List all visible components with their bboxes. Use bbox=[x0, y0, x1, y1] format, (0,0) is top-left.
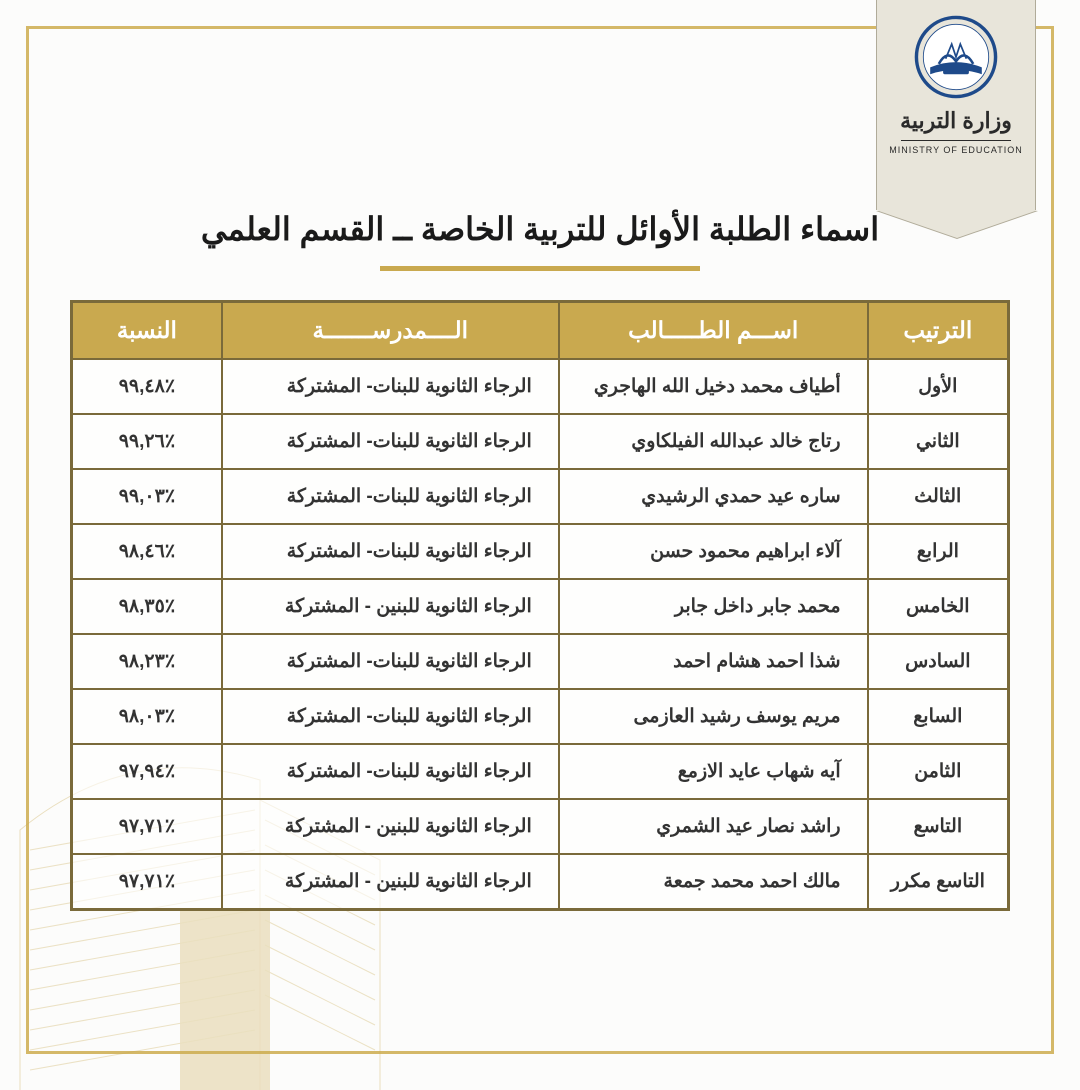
cell-student-name: مالك احمد محمد جمعة bbox=[559, 854, 868, 909]
top-students-table-container: الترتيب اســـم الطـــــالب الــــمدرســـ… bbox=[70, 300, 1010, 911]
top-students-table: الترتيب اســـم الطـــــالب الــــمدرســـ… bbox=[70, 300, 1010, 911]
table-row: الثامنآيه شهاب عايد الازمعالرجاء الثانوي… bbox=[72, 744, 1008, 799]
cell-student-name: رتاج خالد عبدالله الفيلكاوي bbox=[559, 414, 868, 469]
kuwait-emblem-icon bbox=[913, 14, 999, 100]
ministry-name-arabic: وزارة التربية bbox=[900, 108, 1012, 134]
cell-school: الرجاء الثانوية للبنين - المشتركة bbox=[222, 799, 559, 854]
cell-rank: الأول bbox=[868, 359, 1008, 414]
ribbon-divider bbox=[901, 140, 1011, 141]
cell-percentage: ٪٩٧,٩٤ bbox=[72, 744, 222, 799]
table-row: الخامسمحمد جابر داخل جابرالرجاء الثانوية… bbox=[72, 579, 1008, 634]
ministry-ribbon: وزارة التربية MINISTRY OF EDUCATION bbox=[876, 0, 1036, 210]
cell-percentage: ٪٩٧,٧١ bbox=[72, 854, 222, 909]
cell-school: الرجاء الثانوية للبنات- المشتركة bbox=[222, 414, 559, 469]
cell-school: الرجاء الثانوية للبنات- المشتركة bbox=[222, 744, 559, 799]
cell-rank: التاسع bbox=[868, 799, 1008, 854]
table-row: التاسعراشد نصار عيد الشمريالرجاء الثانوي… bbox=[72, 799, 1008, 854]
ministry-name-english: MINISTRY OF EDUCATION bbox=[889, 145, 1023, 155]
cell-rank: السابع bbox=[868, 689, 1008, 744]
col-header-name: اســـم الطـــــالب bbox=[559, 302, 868, 359]
col-header-school: الــــمدرســـــــة bbox=[222, 302, 559, 359]
table-row: السادسشذا احمد هشام احمدالرجاء الثانوية … bbox=[72, 634, 1008, 689]
cell-rank: التاسع مكرر bbox=[868, 854, 1008, 909]
cell-student-name: راشد نصار عيد الشمري bbox=[559, 799, 868, 854]
cell-school: الرجاء الثانوية للبنات- المشتركة bbox=[222, 359, 559, 414]
cell-percentage: ٪٩٧,٧١ bbox=[72, 799, 222, 854]
cell-rank: الثالث bbox=[868, 469, 1008, 524]
cell-percentage: ٪٩٨,٤٦ bbox=[72, 524, 222, 579]
cell-school: الرجاء الثانوية للبنات- المشتركة bbox=[222, 524, 559, 579]
table-row: السابعمريم يوسف رشيد العازمىالرجاء الثان… bbox=[72, 689, 1008, 744]
cell-percentage: ٪٩٩,٤٨ bbox=[72, 359, 222, 414]
table-row: الرابعآلاء ابراهيم محمود حسنالرجاء الثان… bbox=[72, 524, 1008, 579]
title-underline bbox=[380, 266, 700, 271]
col-header-rank: الترتيب bbox=[868, 302, 1008, 359]
cell-student-name: شذا احمد هشام احمد bbox=[559, 634, 868, 689]
cell-school: الرجاء الثانوية للبنات- المشتركة bbox=[222, 689, 559, 744]
cell-rank: السادس bbox=[868, 634, 1008, 689]
cell-student-name: أطياف محمد دخيل الله الهاجري bbox=[559, 359, 868, 414]
col-header-percentage: النسبة bbox=[72, 302, 222, 359]
cell-student-name: ساره عيد حمدي الرشيدي bbox=[559, 469, 868, 524]
cell-school: الرجاء الثانوية للبنات- المشتركة bbox=[222, 469, 559, 524]
cell-school: الرجاء الثانوية للبنات- المشتركة bbox=[222, 634, 559, 689]
cell-student-name: آلاء ابراهيم محمود حسن bbox=[559, 524, 868, 579]
table-row: الأولأطياف محمد دخيل الله الهاجريالرجاء … bbox=[72, 359, 1008, 414]
cell-school: الرجاء الثانوية للبنين - المشتركة bbox=[222, 579, 559, 634]
cell-percentage: ٪٩٩,٠٣ bbox=[72, 469, 222, 524]
table-row: الثانيرتاج خالد عبدالله الفيلكاويالرجاء … bbox=[72, 414, 1008, 469]
cell-percentage: ٪٩٨,٠٣ bbox=[72, 689, 222, 744]
table-row: التاسع مكررمالك احمد محمد جمعةالرجاء الث… bbox=[72, 854, 1008, 909]
cell-student-name: مريم يوسف رشيد العازمى bbox=[559, 689, 868, 744]
cell-percentage: ٪٩٩,٢٦ bbox=[72, 414, 222, 469]
table-header-row: الترتيب اســـم الطـــــالب الــــمدرســـ… bbox=[72, 302, 1008, 359]
cell-student-name: آيه شهاب عايد الازمع bbox=[559, 744, 868, 799]
cell-rank: الثامن bbox=[868, 744, 1008, 799]
cell-percentage: ٪٩٨,٢٣ bbox=[72, 634, 222, 689]
cell-rank: الثاني bbox=[868, 414, 1008, 469]
cell-school: الرجاء الثانوية للبنين - المشتركة bbox=[222, 854, 559, 909]
cell-rank: الرابع bbox=[868, 524, 1008, 579]
cell-percentage: ٪٩٨,٣٥ bbox=[72, 579, 222, 634]
table-row: الثالثساره عيد حمدي الرشيديالرجاء الثانو… bbox=[72, 469, 1008, 524]
cell-student-name: محمد جابر داخل جابر bbox=[559, 579, 868, 634]
cell-rank: الخامس bbox=[868, 579, 1008, 634]
